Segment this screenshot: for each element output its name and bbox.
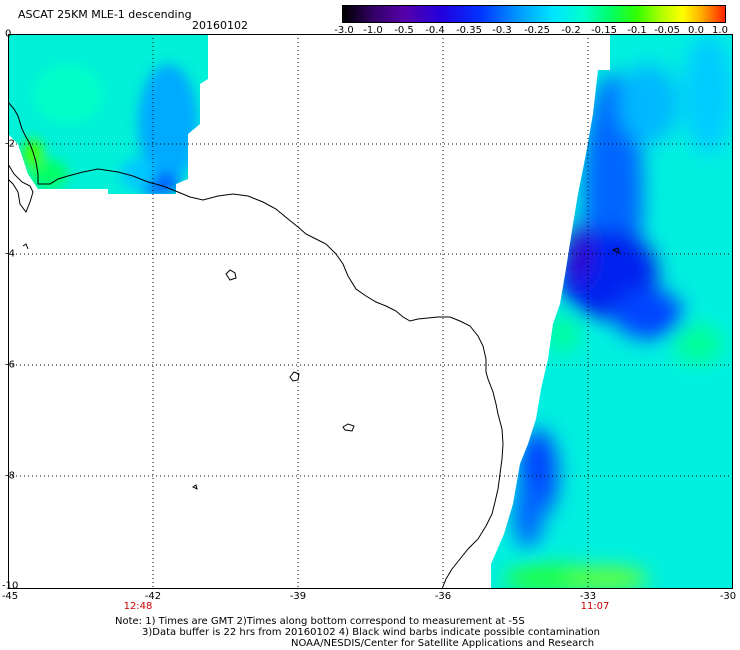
y-axis-label: -4 [5,248,15,260]
colorbar [342,5,726,23]
coastline [8,101,620,589]
colorbar-tick: -0.3 [492,25,512,36]
pass-time-right: 11:07 [580,601,610,612]
colorbar-tick: -3.0 [334,25,354,36]
footnote-credit: NOAA/NESDIS/Center for Satellite Applica… [291,638,595,649]
footnote-line-1: Note: 1) Times are GMT 2)Times along bot… [115,616,525,627]
colorbar-tick: -0.5 [394,25,414,36]
map-title: ASCAT 25KM MLE-1 descending [18,8,192,21]
x-axis-label: -36 [434,591,452,602]
colorbar-tick: -0.35 [456,25,482,36]
map-plot-area [8,34,733,589]
scatterometer-swath-west [8,34,208,194]
y-axis-label: 0 [5,28,12,40]
y-axis-label: -8 [5,470,15,482]
colorbar-tick: -0.05 [654,25,680,36]
plot-border [8,34,733,589]
colorbar-tick: -0.1 [627,25,647,36]
y-axis-label: -10 [2,580,19,592]
y-axis-label: -6 [5,359,15,371]
colorbar-tick: -0.25 [524,25,550,36]
map-date: 20160102 [192,19,248,32]
pass-time-left: 12:48 [123,601,153,612]
x-axis-label: -30 [719,591,737,602]
y-axis-label: -2 [5,138,15,150]
colorbar-tick: -0.15 [591,25,617,36]
x-axis-label: -33 [579,591,597,602]
x-axis-label: -45 [1,591,19,602]
scatterometer-swath-east [491,34,733,589]
colorbar-tick: -0.4 [425,25,445,36]
colorbar-tick: -0.2 [561,25,581,36]
graticule [8,34,733,589]
x-axis-label: -39 [289,591,307,602]
colorbar-tick: 1.0 [712,25,728,36]
colorbar-ticks: -3.0 -1.0 -0.5 -0.4 -0.35 -0.3 -0.25 -0.… [330,25,740,39]
x-axis-label: -42 [144,591,162,602]
footnote-line-2: 3)Data buffer is 22 hrs from 20160102 4)… [142,627,600,638]
colorbar-tick: 0.0 [688,25,704,36]
colorbar-tick: -1.0 [363,25,383,36]
